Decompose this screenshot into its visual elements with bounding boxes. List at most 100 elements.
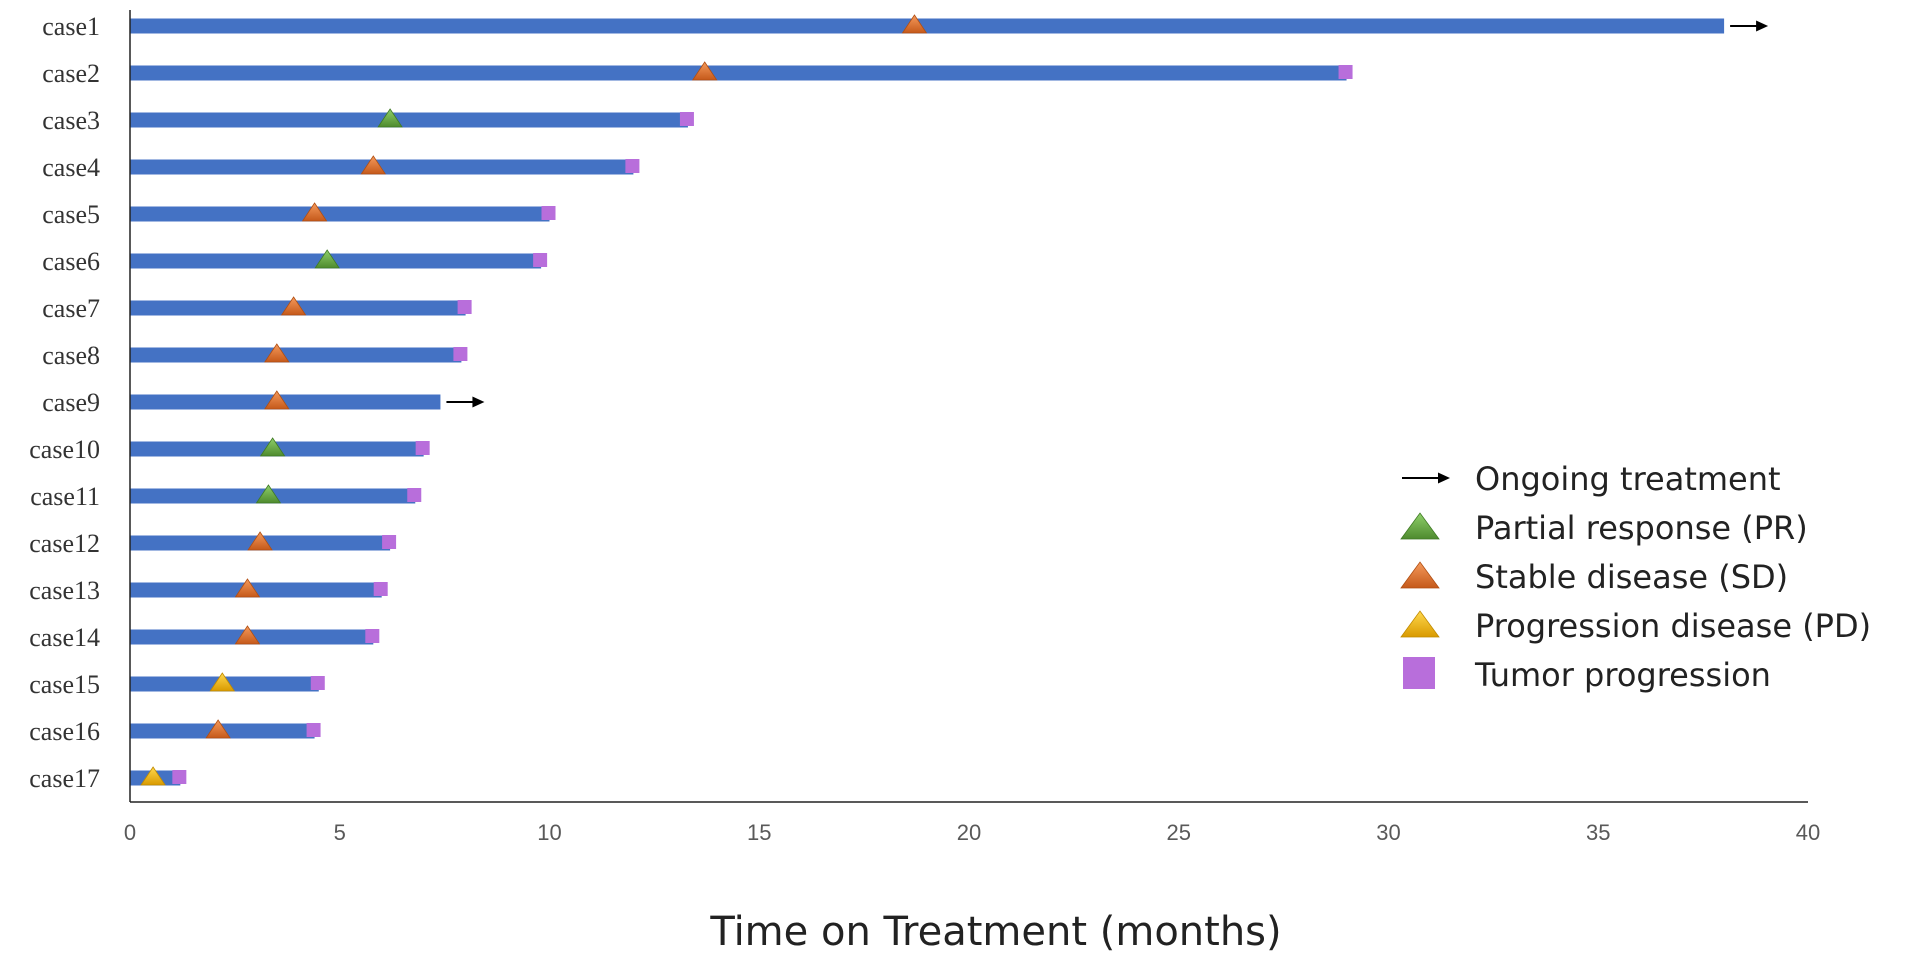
- legend-label: Partial response (PR): [1475, 509, 1808, 547]
- x-tick-label: 35: [1586, 820, 1610, 845]
- case-label-case11: case11: [30, 482, 100, 511]
- progression-marker: [365, 629, 380, 643]
- case-label-case15: case15: [29, 670, 100, 699]
- case-label-case12: case12: [29, 529, 100, 558]
- case-label-case9: case9: [42, 388, 100, 417]
- response-marker-SD: [264, 343, 290, 363]
- x-axis-title: Time on Treatment (months): [709, 909, 1281, 955]
- legend-label: Progression disease (PD): [1475, 607, 1871, 645]
- legend-triangle-icon: [1400, 561, 1440, 589]
- legend-item-PD: Progression disease (PD): [1400, 607, 1871, 645]
- case-row-case4: [130, 155, 640, 175]
- case-row-case15: [130, 672, 325, 692]
- treatment-bar: [130, 65, 1347, 81]
- progression-marker: [1338, 65, 1353, 79]
- treatment-bar: [130, 18, 1725, 34]
- treatment-bar: [130, 112, 688, 128]
- x-tick-label: 40: [1796, 820, 1820, 845]
- case-label-case14: case14: [29, 623, 100, 652]
- case-label-case10: case10: [29, 435, 100, 464]
- response-marker-SD: [264, 390, 290, 410]
- progression-marker: [415, 441, 430, 455]
- legend-triangle-icon: [1400, 512, 1440, 540]
- case-row-case13: [130, 578, 388, 598]
- progression-marker: [533, 253, 548, 267]
- legend-label: Tumor progression: [1474, 656, 1771, 694]
- case-labels: case1 case2 case3 case4 case5 case6 case7 case8…: [29, 12, 100, 793]
- case-row-case5: [130, 202, 556, 222]
- x-tick-label: 25: [1167, 820, 1191, 845]
- case-row-case12: [130, 531, 397, 551]
- case-label-case13: case13: [29, 576, 100, 605]
- case-row-case16: [130, 719, 321, 739]
- legend-label: Stable disease (SD): [1475, 558, 1788, 596]
- progression-marker: [373, 582, 388, 596]
- response-marker-PR: [259, 437, 286, 457]
- x-tick-label: 15: [747, 820, 771, 845]
- case-label-case7: case7: [42, 294, 100, 323]
- case-row-case14: [130, 625, 380, 645]
- x-axis: 0 5 10 15 20 25 30 35 40 Time on Treatment (month…: [124, 10, 1820, 955]
- progression-marker: [625, 159, 640, 173]
- case-label-case1: case1: [42, 12, 100, 41]
- case-label-case17: case17: [29, 764, 100, 793]
- response-marker-PR: [314, 249, 340, 269]
- legend-triangle-icon: [1400, 610, 1440, 638]
- treatment-bar: [130, 582, 382, 598]
- arrow-head: [1438, 472, 1450, 484]
- treatment-bar: [130, 159, 634, 175]
- response-marker-PR: [377, 108, 403, 128]
- case-row-case3: [130, 108, 694, 128]
- x-tick-label: 5: [334, 820, 346, 845]
- case-label-case3: case3: [42, 106, 100, 135]
- case-label-case5: case5: [42, 200, 100, 229]
- response-marker-SD: [234, 625, 261, 645]
- ongoing-arrow: [1730, 20, 1769, 32]
- case-row-case17: [130, 766, 187, 786]
- case-label-case16: case16: [29, 717, 100, 746]
- case-row-case7: [130, 296, 472, 316]
- response-marker-PD: [140, 766, 166, 786]
- case-label-case2: case2: [42, 59, 100, 88]
- case-label-case4: case4: [42, 153, 100, 182]
- ongoing-arrow: [446, 396, 485, 408]
- response-marker-SD: [360, 155, 387, 175]
- treatment-bar: [130, 206, 550, 222]
- arrow-head: [1756, 20, 1769, 32]
- progression-marker: [453, 347, 468, 361]
- x-tick-label: 10: [537, 820, 561, 845]
- legend-label: Ongoing treatment: [1475, 460, 1781, 498]
- case-row-case8: [130, 343, 468, 363]
- progression-marker: [310, 676, 325, 690]
- response-marker-SD: [301, 202, 328, 222]
- progression-marker: [541, 206, 556, 220]
- progression-marker: [382, 535, 397, 549]
- legend-item-ongoing: Ongoing treatment: [1402, 460, 1781, 498]
- case-row-case1: [130, 14, 1769, 34]
- case-row-case6: [130, 249, 548, 269]
- legend: Ongoing treatment Partial response (PR) St…: [1400, 460, 1871, 694]
- response-marker-SD: [691, 61, 718, 81]
- case-label-case6: case6: [42, 247, 100, 276]
- legend-item-progression: Tumor progression: [1403, 656, 1771, 694]
- response-marker-SD: [280, 296, 307, 316]
- response-marker-SD: [205, 719, 231, 739]
- arrow-head: [472, 396, 485, 408]
- legend-square-icon: [1403, 657, 1435, 689]
- treatment-bar: [130, 347, 462, 363]
- response-marker-SD: [247, 531, 273, 551]
- progression-marker: [306, 723, 321, 737]
- treatment-bar: [130, 253, 542, 269]
- x-tick-label: 0: [124, 820, 136, 845]
- case-label-case8: case8: [42, 341, 100, 370]
- case-row-case11: [130, 484, 422, 504]
- legend-item-SD: Stable disease (SD): [1400, 558, 1788, 596]
- case-row-case2: [130, 61, 1353, 81]
- treatment-bar: [130, 394, 441, 410]
- x-tick-label: 20: [957, 820, 981, 845]
- case-row-case10: [130, 437, 430, 457]
- progression-marker: [172, 770, 187, 784]
- x-tick-label: 30: [1376, 820, 1400, 845]
- legend-item-PR: Partial response (PR): [1400, 509, 1808, 547]
